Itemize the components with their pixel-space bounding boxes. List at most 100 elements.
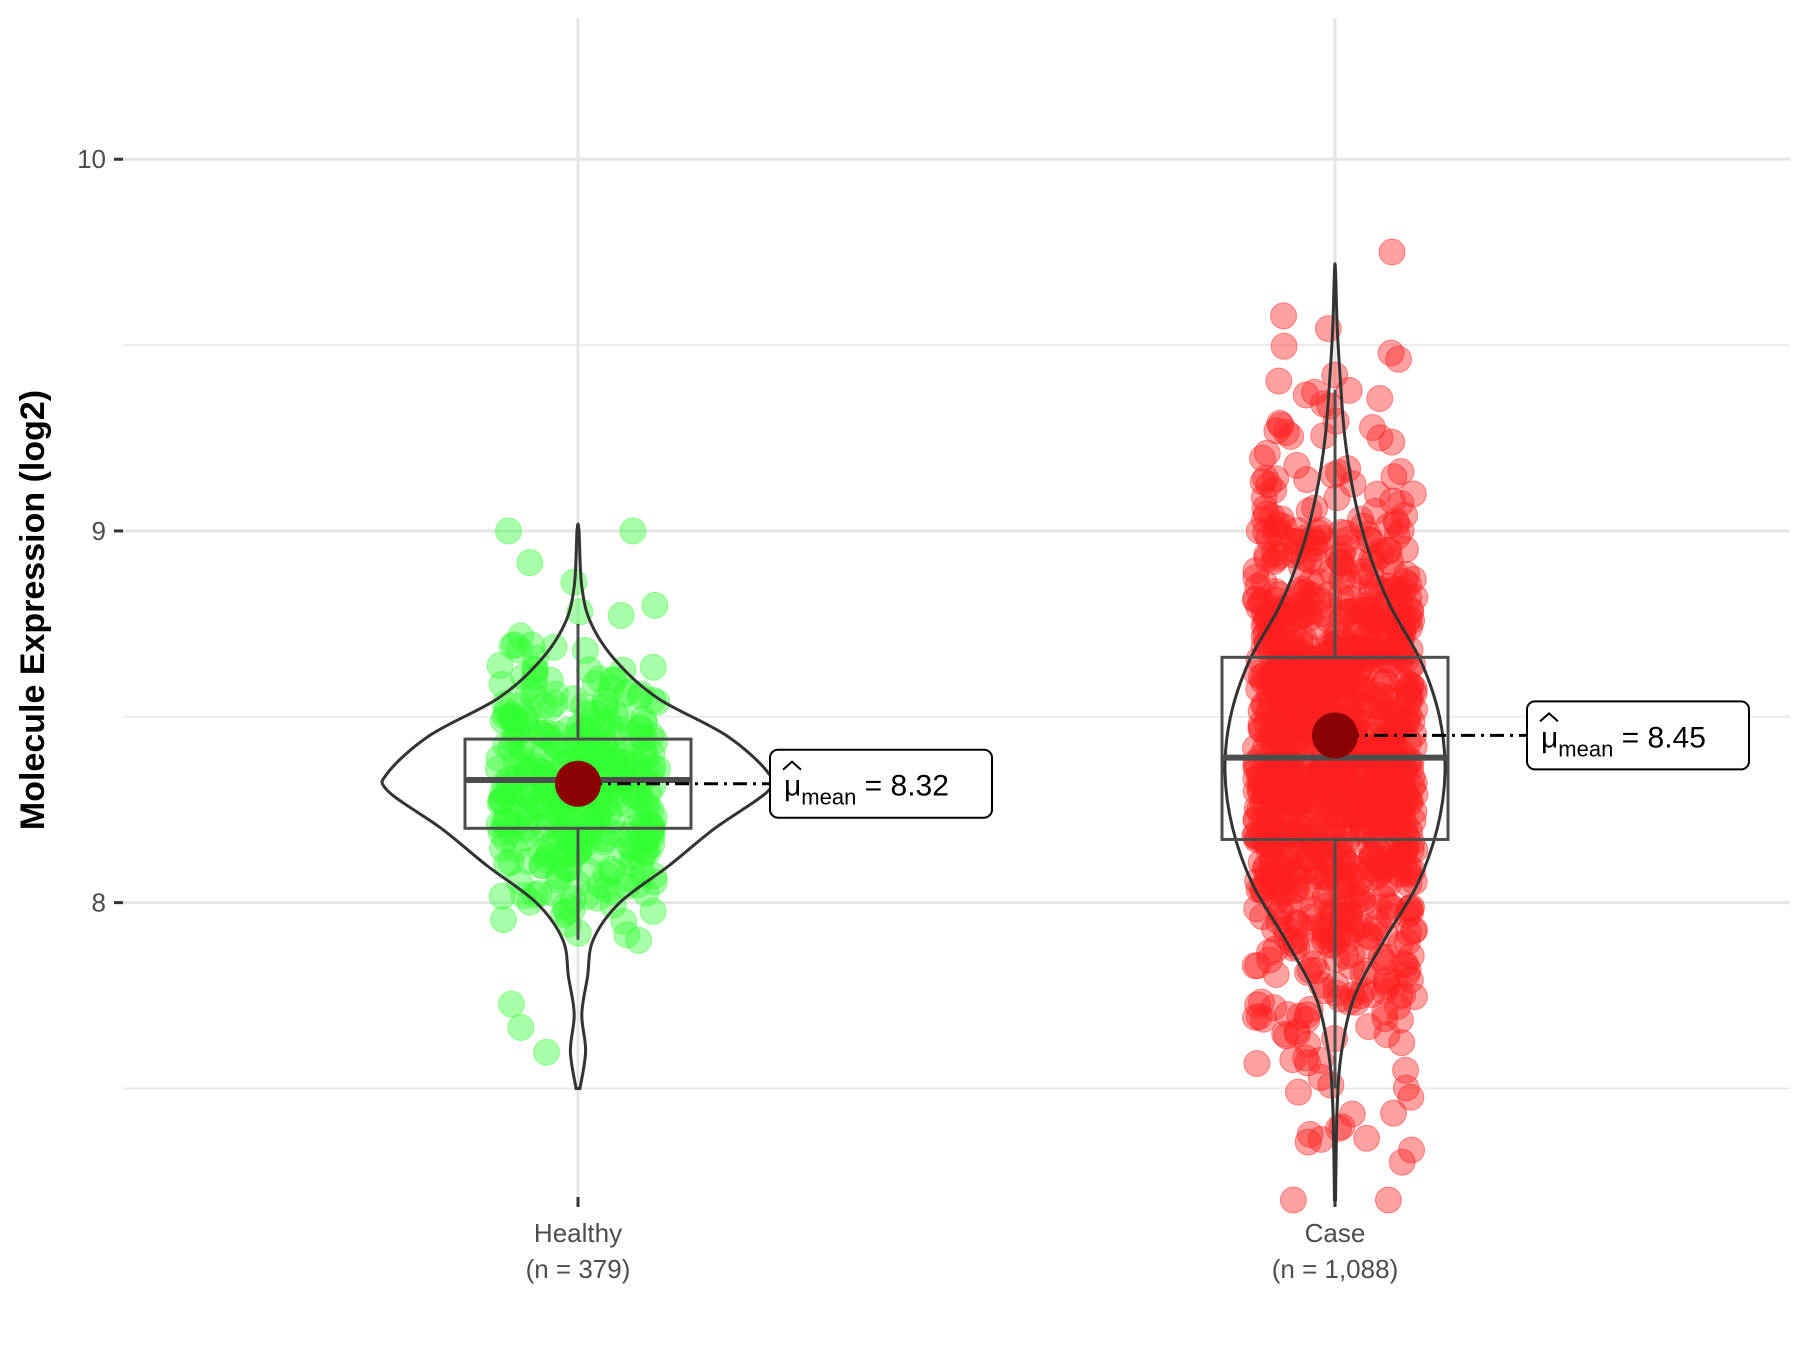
case-point xyxy=(1376,845,1404,873)
case-point xyxy=(1366,541,1394,569)
case-point xyxy=(1295,765,1323,793)
case-point xyxy=(1293,702,1321,730)
case-point xyxy=(1294,675,1322,703)
case-point xyxy=(1253,710,1281,738)
healthy-point xyxy=(591,824,619,852)
case-point xyxy=(1376,777,1404,805)
case-point xyxy=(1372,646,1400,674)
case-point xyxy=(1261,673,1289,701)
case-point xyxy=(1314,315,1342,343)
case-point xyxy=(1317,931,1345,959)
healthy-point xyxy=(602,741,630,769)
case-point xyxy=(1300,896,1328,924)
case-point xyxy=(1332,801,1360,829)
case-point xyxy=(1397,1083,1425,1111)
case-point xyxy=(1336,585,1364,613)
case-point xyxy=(1372,724,1400,752)
case-point xyxy=(1247,697,1275,725)
healthy-point xyxy=(610,907,638,935)
case-point xyxy=(1311,668,1339,696)
case-point xyxy=(1285,788,1313,816)
healthy-point xyxy=(559,885,587,913)
case-point xyxy=(1274,718,1302,746)
case-point xyxy=(1332,848,1360,876)
case-point xyxy=(1388,796,1416,824)
case-point xyxy=(1315,793,1343,821)
case-point xyxy=(1343,887,1371,915)
case-point xyxy=(1252,773,1280,801)
case-point xyxy=(1317,632,1345,660)
healthy-point xyxy=(599,891,627,919)
case-point xyxy=(1397,747,1425,775)
healthy-point xyxy=(589,742,617,770)
healthy-point xyxy=(530,721,558,749)
case-point xyxy=(1247,711,1275,739)
case-point xyxy=(1396,789,1424,817)
case-point xyxy=(1348,639,1376,667)
healthy-point xyxy=(612,680,640,708)
case-point xyxy=(1306,690,1334,718)
case-point xyxy=(1349,816,1377,844)
case-point xyxy=(1310,390,1338,418)
healthy-point xyxy=(638,722,666,750)
case-point xyxy=(1323,919,1351,947)
case-point xyxy=(1324,675,1352,703)
healthy-point xyxy=(487,819,515,847)
case-point xyxy=(1355,1013,1383,1041)
healthy-point xyxy=(581,670,609,698)
case-point xyxy=(1260,476,1288,504)
case-point xyxy=(1366,681,1394,709)
case-point xyxy=(1265,640,1293,668)
case-point xyxy=(1333,762,1361,790)
healthy-point xyxy=(600,666,628,694)
case-point xyxy=(1384,794,1412,822)
case-point xyxy=(1275,646,1303,674)
healthy-point xyxy=(583,839,611,867)
case-point xyxy=(1361,497,1389,525)
healthy-point xyxy=(628,722,656,750)
healthy-point xyxy=(560,685,588,713)
case-point xyxy=(1253,545,1281,573)
case-point xyxy=(1397,671,1425,699)
case-point xyxy=(1377,770,1405,798)
case-point xyxy=(1284,703,1312,731)
healthy-point xyxy=(501,707,529,735)
case-point xyxy=(1384,815,1412,843)
case-point xyxy=(1280,600,1308,628)
case-point xyxy=(1271,1020,1299,1048)
case-point xyxy=(1341,607,1369,635)
case-point xyxy=(1388,771,1416,799)
case-point xyxy=(1307,790,1335,818)
healthy-point xyxy=(591,729,619,757)
case-point xyxy=(1269,512,1297,540)
case-point xyxy=(1333,661,1361,689)
case-point xyxy=(1341,646,1369,674)
case-point xyxy=(1269,302,1297,330)
case-point xyxy=(1386,931,1414,959)
case-point xyxy=(1250,1005,1278,1033)
healthy-point xyxy=(606,748,634,776)
case-point xyxy=(1335,805,1363,833)
case-point xyxy=(1394,858,1422,886)
case-point xyxy=(1269,695,1297,723)
case-point xyxy=(1295,665,1323,693)
healthy-point xyxy=(591,692,619,720)
case-point xyxy=(1319,923,1347,951)
case-point xyxy=(1248,716,1276,744)
case-point xyxy=(1371,870,1399,898)
case-point xyxy=(1309,674,1337,702)
case-point xyxy=(1346,653,1374,681)
case-point xyxy=(1396,685,1424,713)
case-point xyxy=(1395,584,1423,612)
case-point xyxy=(1266,786,1294,814)
case-point xyxy=(1255,699,1283,727)
case-point xyxy=(1399,565,1427,593)
case-point xyxy=(1287,814,1315,842)
points-layer xyxy=(484,238,1429,1214)
case-point xyxy=(1255,837,1283,865)
case-point xyxy=(1245,763,1273,791)
case-point xyxy=(1338,597,1366,625)
healthy-point xyxy=(577,811,605,839)
case-point xyxy=(1379,808,1407,836)
case-point xyxy=(1373,968,1401,996)
